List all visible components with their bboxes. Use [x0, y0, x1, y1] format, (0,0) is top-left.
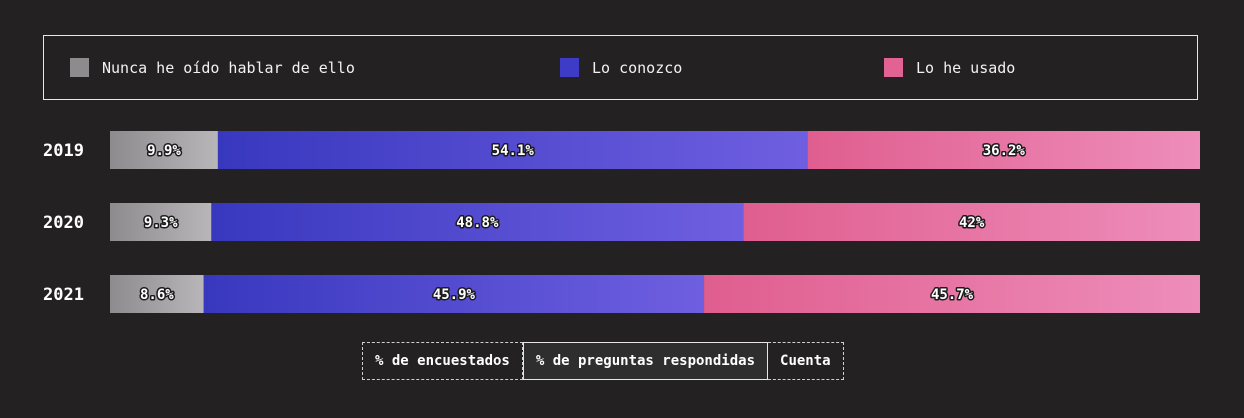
- legend-label-usado: Lo he usado: [916, 58, 1016, 77]
- bar-2020-nunca[interactable]: [110, 203, 212, 241]
- bar-label-2019-conozco: 54.1%: [492, 143, 535, 159]
- bar-2020-conozco[interactable]: [211, 203, 744, 241]
- legend-swatch-usado: [884, 58, 903, 77]
- bar-2021-usado[interactable]: [704, 275, 1200, 313]
- legend-swatch-nunca: [70, 58, 89, 77]
- bar-2021-conozco[interactable]: [203, 275, 705, 313]
- bar-2019-usado[interactable]: [807, 131, 1200, 169]
- toggle-cuenta[interactable]: Cuenta: [768, 342, 844, 380]
- bar-label-2021-conozco: 45.9%: [433, 287, 476, 303]
- bar-label-2019-nunca: 9.9%: [147, 143, 181, 159]
- bar-label-2020-nunca: 9.3%: [144, 215, 178, 231]
- legend-swatch-conozco: [560, 58, 579, 77]
- bar-label-2021-usado: 45.7%: [931, 287, 974, 303]
- bar-2020-usado[interactable]: [743, 203, 1200, 241]
- bars-group: 2019 9.9% 54.1% 36.2% 2020 9.3% 48.8% 42% 2021 8.…: [43, 131, 1200, 313]
- legend-label-conozco: Lo conozco: [592, 58, 683, 77]
- bar-2019-nunca[interactable]: [110, 131, 218, 169]
- toggle-encuestados[interactable]: % de encuestados: [362, 342, 523, 380]
- toggle-preguntas-respondidas[interactable]: % de preguntas respondidas: [522, 342, 769, 380]
- legend-label-nunca: Nunca he oído hablar de ello: [102, 58, 355, 77]
- stacked-bar-chart: 2019 9.9% 54.1% 36.2% 2020 9.3% 48.8% 42% 2021 8.…: [43, 131, 1200, 313]
- bar-label-2021-nunca: 8.6%: [140, 287, 174, 303]
- year-label-2020: 2020: [43, 213, 84, 233]
- chart-legend: Nunca he oído hablar de ello Lo conozco …: [43, 35, 1198, 100]
- year-label-2019: 2019: [43, 141, 84, 161]
- bar-2021-nunca[interactable]: [110, 275, 204, 313]
- legend-item-usado[interactable]: Lo he usado: [884, 36, 1015, 99]
- bar-label-2020-conozco: 48.8%: [456, 215, 499, 231]
- legend-item-conozco[interactable]: Lo conozco: [560, 36, 682, 99]
- legend-item-nunca[interactable]: Nunca he oído hablar de ello: [70, 36, 355, 99]
- year-label-2021: 2021: [43, 285, 84, 305]
- bar-label-2020-usado: 42%: [959, 215, 985, 231]
- bar-label-2019-usado: 36.2%: [983, 143, 1026, 159]
- bar-2019-conozco[interactable]: [217, 131, 808, 169]
- metric-toggle: % de encuestados % de preguntas respondi…: [362, 342, 844, 380]
